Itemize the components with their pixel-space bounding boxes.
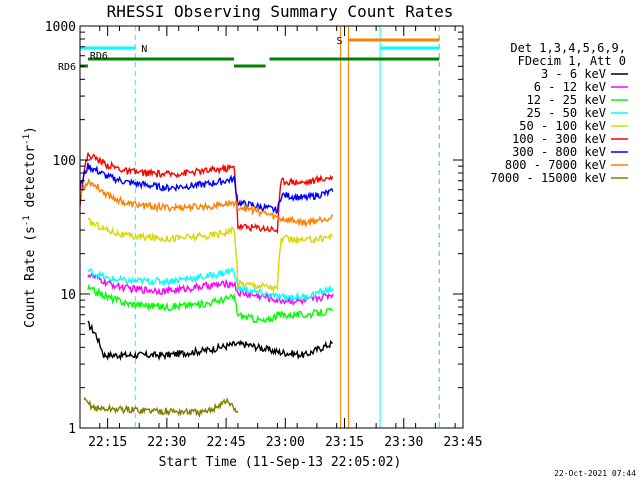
series-line [87, 320, 333, 362]
x-tick-label: 22:45 [207, 435, 246, 450]
legend: Det 1,3,4,5,6,9, FDecim 1, Att 0 3 - 6 k… [490, 41, 628, 185]
x-tick-label: 22:15 [88, 435, 127, 450]
flag-label: S [336, 36, 342, 47]
series-line [79, 177, 334, 228]
y-axis-ticks: 1 10 100 1000 [45, 20, 463, 437]
legend-label: 12 - 25 keV [527, 93, 606, 107]
vertical-marker-lines [79, 26, 440, 428]
legend-label: 3 - 6 keV [541, 67, 606, 81]
y-axis-label-mid: detector [23, 145, 38, 216]
legend-header-line1: Det 1,3,4,5,6,9, [510, 41, 626, 55]
series-line [87, 267, 334, 303]
plot-frame [79, 25, 464, 429]
x-tick-label: 23:30 [384, 435, 423, 450]
x-axis-label: Start Time (11-Sep-13 22:05:02) [159, 455, 402, 470]
legend-header-line2: FDecim 1, Att 0 [518, 54, 626, 68]
legend-label: 300 - 800 keV [512, 145, 606, 159]
observing-flags: N S RD6 RD6 [58, 36, 440, 73]
x-axis-ticks: 22:15 22:30 22:45 23:00 23:15 23:30 23:45 [79, 26, 483, 450]
legend-label: 6 - 12 keV [534, 80, 606, 94]
legend-label: 25 - 50 keV [527, 106, 606, 120]
chart-title: RHESSI Observing Summary Count Rates [107, 2, 454, 21]
series-line [87, 217, 334, 294]
flag-label: RD6 [58, 62, 76, 73]
y-axis-label-exp2: -1 [22, 134, 32, 145]
legend-label: 100 - 300 keV [512, 132, 606, 146]
series-line [87, 283, 334, 324]
y-axis-label-close: ) [23, 126, 38, 134]
y-axis-label-head: Count Rate (s [23, 226, 38, 328]
series-line [83, 396, 239, 418]
y-tick-label: 100 [53, 154, 76, 169]
y-axis-label: Count Rate (s-1 detector-1) [22, 126, 38, 328]
flag-label: N [141, 44, 147, 55]
series-line [79, 152, 334, 235]
x-tick-label: 23:45 [443, 435, 482, 450]
y-tick-label: 1000 [45, 20, 76, 35]
x-tick-label: 23:00 [266, 435, 305, 450]
y-tick-label: 10 [60, 288, 76, 303]
legend-label: 800 - 7000 keV [505, 158, 606, 172]
x-tick-label: 22:30 [147, 435, 186, 450]
y-axis-label-exp1: -1 [22, 215, 32, 226]
y-tick-label: 1 [68, 422, 76, 437]
flag-label: RD6 [90, 51, 108, 62]
legend-label: 7000 - 15000 keV [490, 171, 606, 185]
series-line [79, 162, 334, 214]
footer-date: 22-Oct-2021 07:44 [554, 469, 636, 478]
x-tick-label: 23:15 [325, 435, 364, 450]
legend-label: 50 - 100 keV [519, 119, 606, 133]
data-series [79, 152, 334, 418]
series-line [87, 271, 334, 306]
